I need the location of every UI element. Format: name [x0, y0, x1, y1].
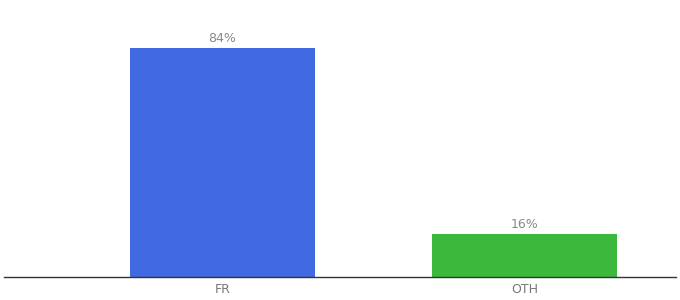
Bar	[432, 234, 617, 277]
Bar	[130, 48, 315, 277]
Text: 84%: 84%	[209, 32, 237, 45]
Text: 16%: 16%	[511, 218, 539, 231]
